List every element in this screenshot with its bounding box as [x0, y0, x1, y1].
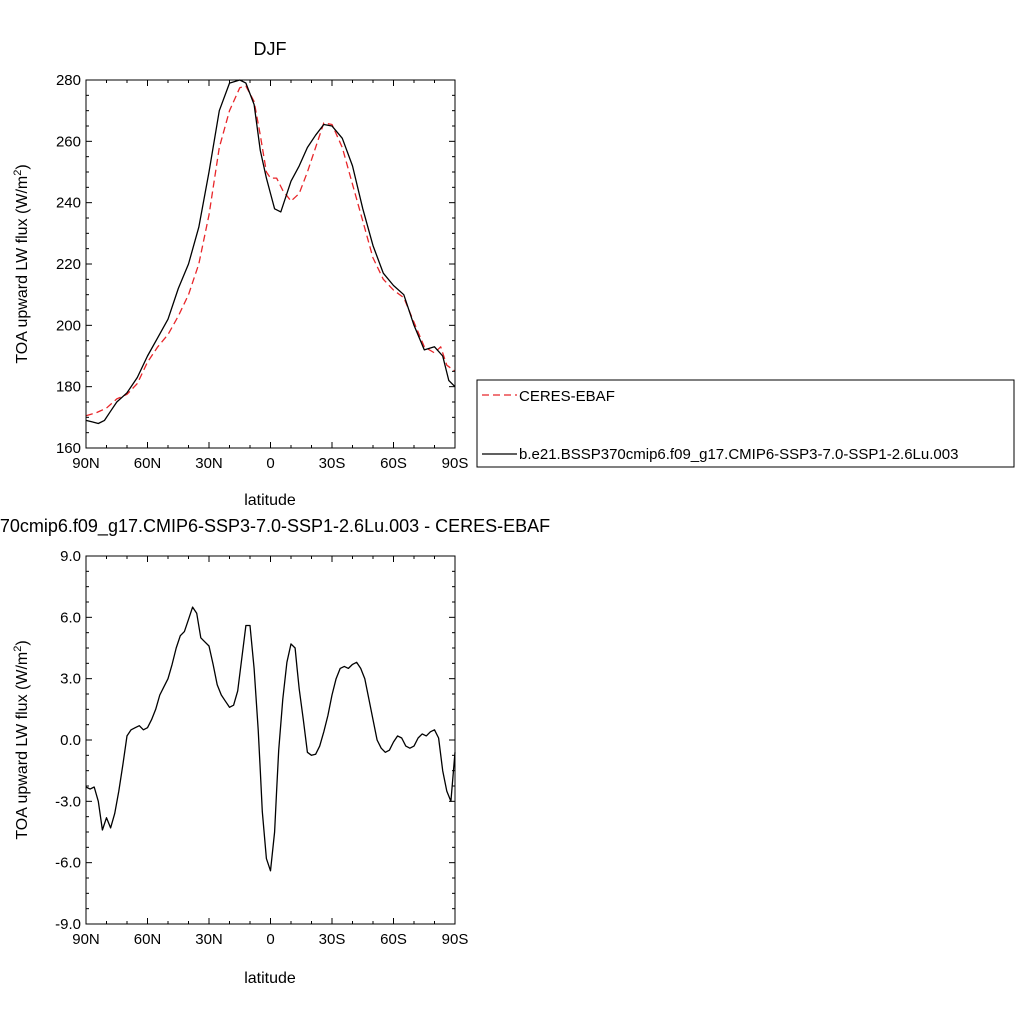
- x-tick-label: 30S: [319, 455, 346, 472]
- x-tick-label: 0: [266, 931, 274, 948]
- series-line-difference: [85, 606, 456, 872]
- y-tick-label: 220: [56, 256, 81, 273]
- series-line-ceres: [85, 85, 456, 417]
- y-tick-label: -9.0: [55, 916, 81, 933]
- chart-title: 370cmip6.f09_g17.CMIP6-SSP3-7.0-SSP1-2.6…: [0, 516, 550, 537]
- x-tick-label: 30N: [195, 455, 223, 472]
- y-tick-label: 9.0: [60, 548, 81, 565]
- x-tick-label: 90S: [442, 931, 469, 948]
- legend-label-ceres: CERES-EBAF: [519, 388, 615, 405]
- x-tick-label: 90N: [72, 931, 100, 948]
- y-tick-label: -3.0: [55, 793, 81, 810]
- x-tick-label: 90N: [72, 455, 100, 472]
- legend: CERES-EBAF b.e21.BSSP370cmip6.f09_g17.CM…: [476, 379, 1015, 468]
- plot-frame: [85, 79, 456, 449]
- x-axis-label: latitude: [244, 492, 296, 509]
- x-tick-label: 60N: [134, 931, 162, 948]
- x-tick-label: 60N: [134, 455, 162, 472]
- y-tick-label: -6.0: [55, 855, 81, 872]
- x-tick-label: 0: [266, 455, 274, 472]
- y-axis-label: TOA upward LW flux (W/m2): [12, 164, 31, 363]
- x-tick-label: 30S: [319, 931, 346, 948]
- y-tick-label: 0.0: [60, 732, 81, 749]
- ticks-group: 90N 60N 30N 0 30S 60S 90S -9.0 -6.0 -3.0 0.0 3.0 6.0…: [55, 548, 468, 948]
- y-tick-label: 6.0: [60, 609, 81, 626]
- legend-box: [476, 379, 1015, 468]
- y-tick-label: 260: [56, 133, 81, 150]
- panel-bottom: 370cmip6.f09_g17.CMIP6-SSP3-7.0-SSP1-2.6…: [0, 516, 550, 987]
- ticks-group: 90N 60N 30N 0 30S 60S 90S 160 180 200 220 240 260 280: [56, 72, 468, 472]
- chart-title: DJF: [254, 39, 287, 59]
- series-line-model: [85, 79, 456, 425]
- y-tick-label: 240: [56, 195, 81, 212]
- y-tick-label: 200: [56, 317, 81, 334]
- panel-top: DJF 90N 60N 30N 0 30S 60S 90S 160 180 200 220 240 26…: [12, 39, 1015, 509]
- y-tick-label: 180: [56, 379, 81, 396]
- series-group: [85, 606, 456, 872]
- series-group: [85, 79, 456, 425]
- y-tick-label: 280: [56, 72, 81, 89]
- y-tick-label: 3.0: [60, 671, 81, 688]
- x-axis-label: latitude: [244, 970, 296, 987]
- x-tick-label: 60S: [380, 455, 407, 472]
- y-tick-label: 160: [56, 440, 81, 457]
- y-axis-label: TOA upward LW flux (W/m2): [12, 640, 31, 839]
- x-tick-label: 90S: [442, 455, 469, 472]
- x-tick-label: 30N: [195, 931, 223, 948]
- legend-label-model: b.e21.BSSP370cmip6.f09_g17.CMIP6-SSP3-7.…: [519, 446, 958, 463]
- x-tick-label: 60S: [380, 931, 407, 948]
